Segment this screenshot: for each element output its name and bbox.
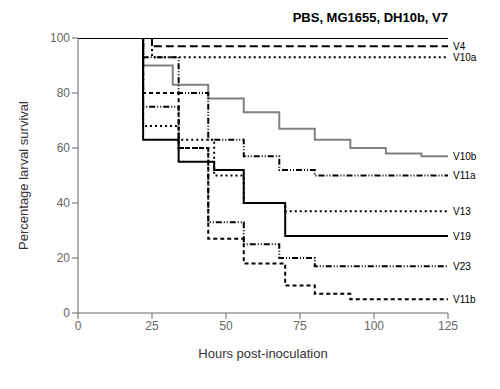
svg-text:V10b: V10b: [453, 151, 477, 162]
svg-text:V13: V13: [453, 206, 471, 217]
svg-text:25: 25: [145, 319, 159, 333]
html-text:PBS, MG1655, DH10b, V7: PBS, MG1655, DH10b, V7: [292, 10, 448, 25]
svg-text:Hours post-inoculation: Hours post-inoculation: [198, 346, 327, 361]
svg-text:100: 100: [364, 319, 384, 333]
svg-text:20: 20: [57, 251, 71, 265]
svg-text:0: 0: [63, 306, 70, 320]
svg-text:80: 80: [57, 86, 71, 100]
svg-text:V10a: V10a: [453, 52, 477, 63]
svg-text:50: 50: [219, 319, 233, 333]
svg-text:100: 100: [50, 31, 70, 45]
svg-text:Percentage larval survival: Percentage larval survival: [16, 101, 31, 250]
svg-text:75: 75: [293, 319, 307, 333]
svg-text:60: 60: [57, 141, 71, 155]
svg-text:V11b: V11b: [453, 294, 476, 305]
svg-text:V19: V19: [453, 231, 471, 242]
svg-text:125: 125: [438, 319, 458, 333]
svg-text:40: 40: [57, 196, 71, 210]
svg-text:V11a: V11a: [453, 170, 476, 181]
svg-text:0: 0: [75, 319, 82, 333]
svg-text:V23: V23: [453, 261, 471, 272]
svg-text:V4: V4: [453, 41, 466, 52]
